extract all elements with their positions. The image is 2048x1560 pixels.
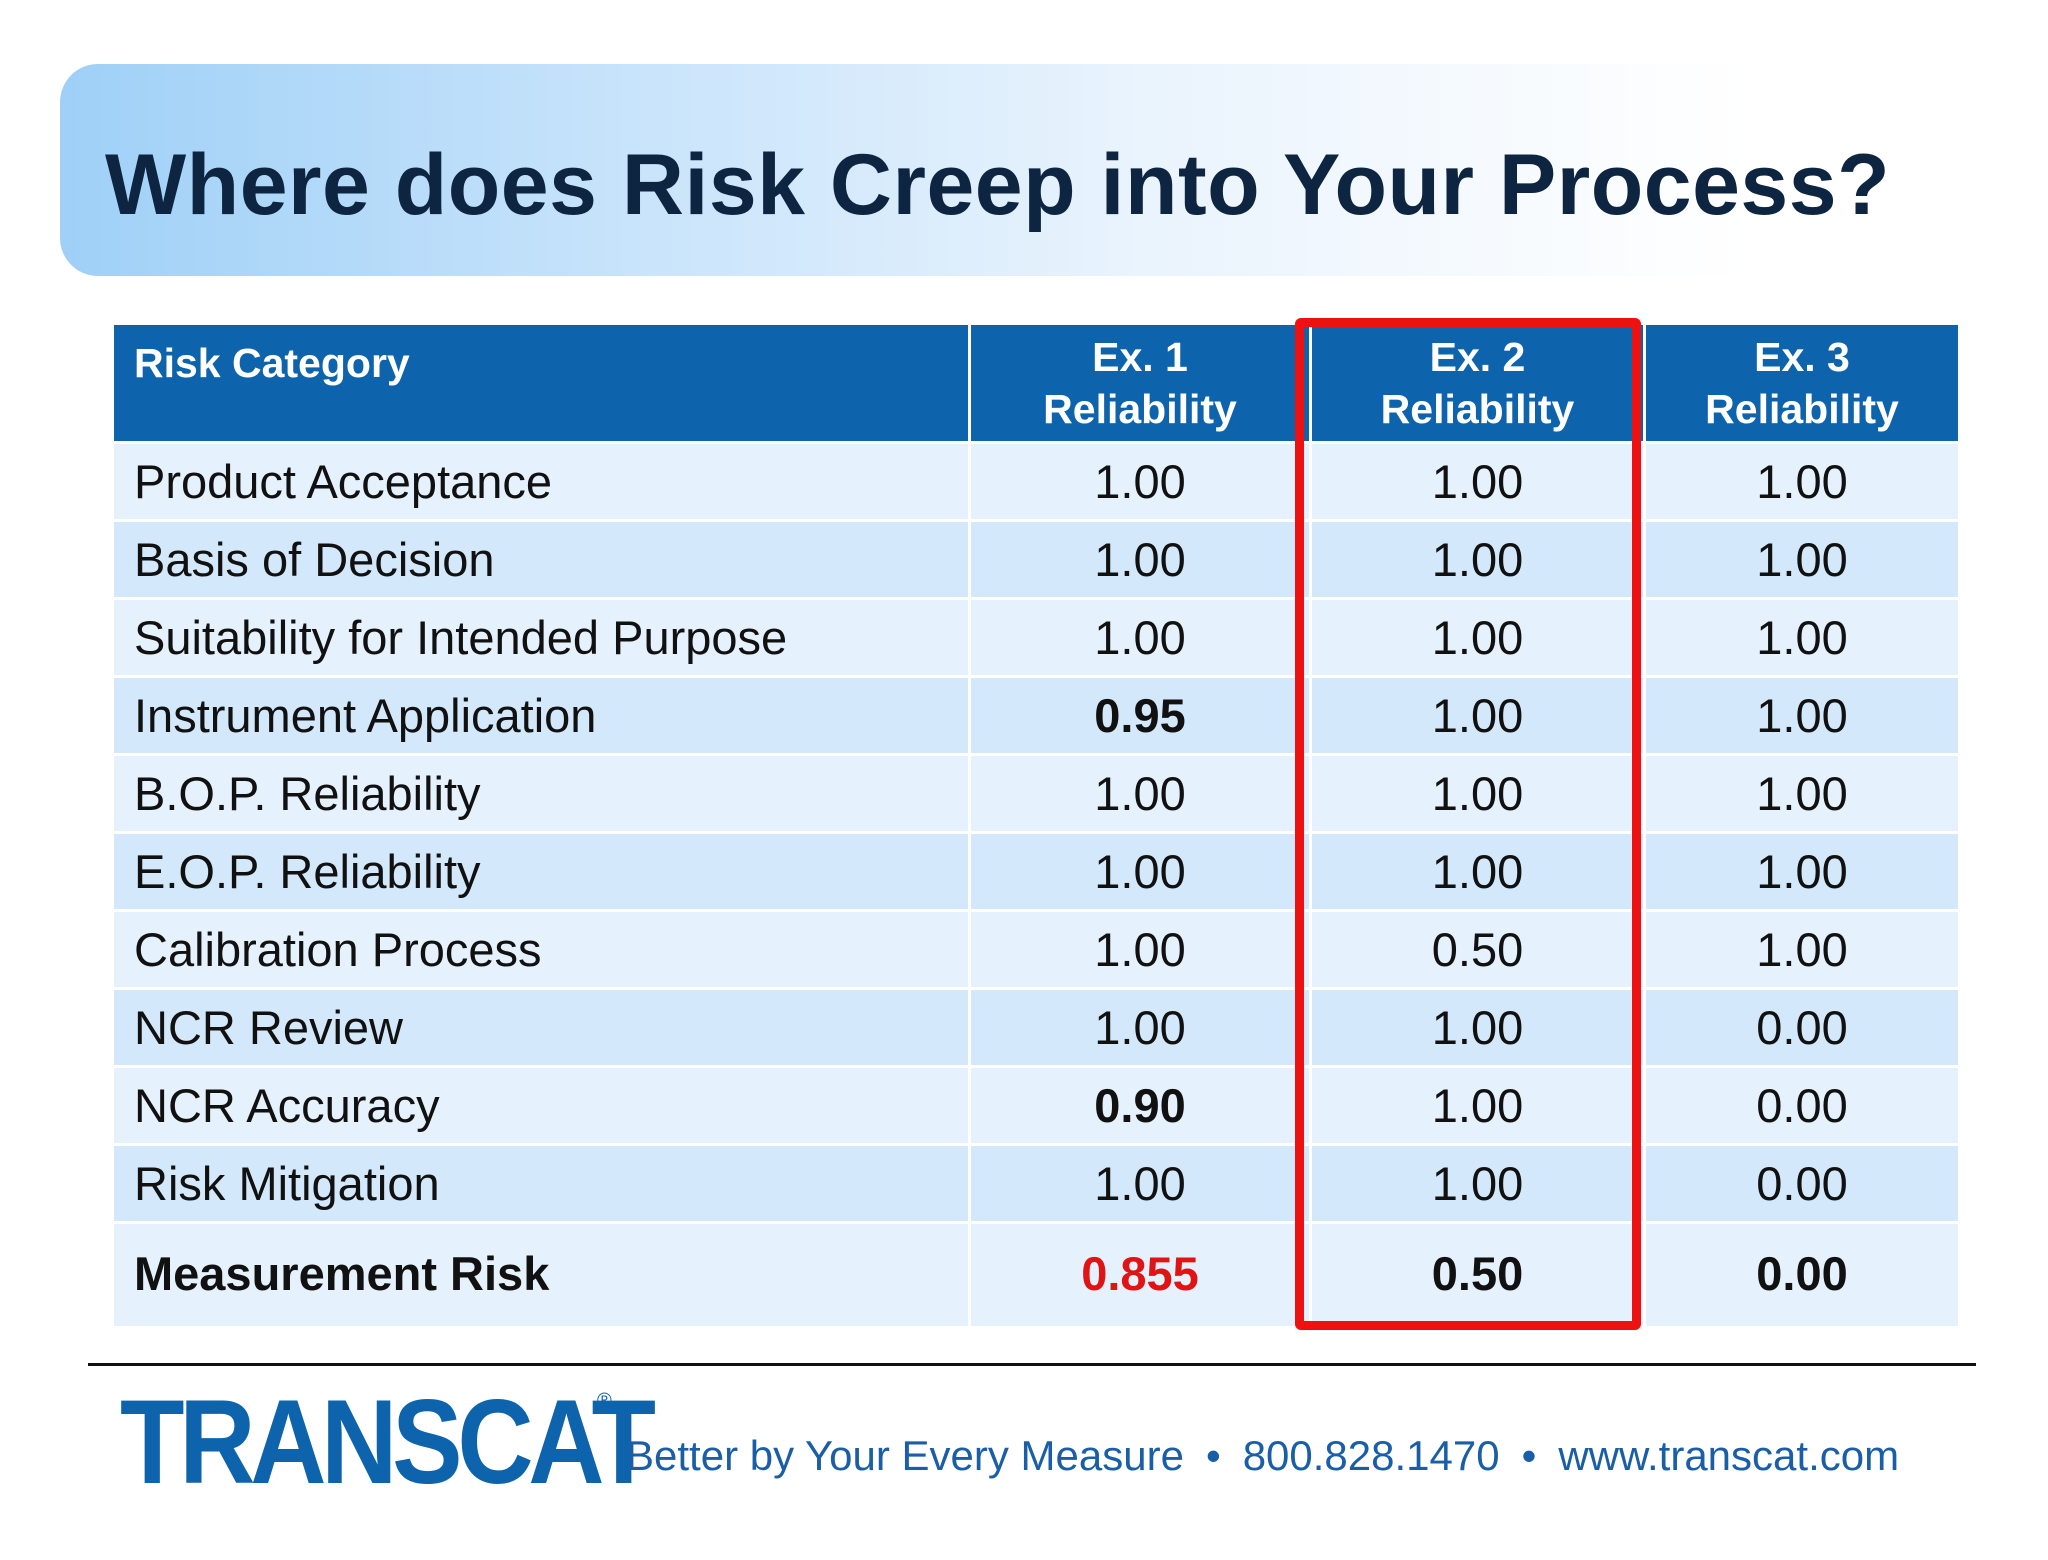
- row-ex1-value: 1.00: [971, 600, 1309, 675]
- row-ex2-value: 0.50: [1312, 912, 1643, 987]
- table-row: Risk Mitigation 1.00 1.00 0.00: [114, 1146, 1958, 1221]
- row-ex3-value: 1.00: [1646, 834, 1958, 909]
- header-ex3: Ex. 3 Reliability: [1646, 325, 1958, 441]
- row-category: Risk Mitigation: [114, 1146, 968, 1221]
- row-category: Calibration Process: [114, 912, 968, 987]
- row-ex1-value: 1.00: [971, 990, 1309, 1065]
- table-row: NCR Review 1.00 1.00 0.00: [114, 990, 1958, 1065]
- total-row: Measurement Risk 0.855 0.50 0.00: [114, 1224, 1958, 1326]
- transcat-logo: TRANSCAT: [120, 1375, 656, 1509]
- total-ex2-value: 0.50: [1312, 1224, 1643, 1326]
- footer-phone: 800.828.1470: [1242, 1432, 1500, 1479]
- table-row: Instrument Application 0.95 1.00 1.00: [114, 678, 1958, 753]
- footer-tagline: Better by Your Every Measure: [626, 1432, 1184, 1479]
- row-category: B.O.P. Reliability: [114, 756, 968, 831]
- table-row: Basis of Decision 1.00 1.00 1.00: [114, 522, 1958, 597]
- table-row: Suitability for Intended Purpose 1.00 1.…: [114, 600, 1958, 675]
- row-ex2-value: 1.00: [1312, 444, 1643, 519]
- row-category: E.O.P. Reliability: [114, 834, 968, 909]
- row-ex2-value: 1.00: [1312, 1146, 1643, 1221]
- table-row: NCR Accuracy 0.90 1.00 0.00: [114, 1068, 1958, 1143]
- row-ex1-value: 1.00: [971, 444, 1309, 519]
- row-category: Suitability for Intended Purpose: [114, 600, 968, 675]
- footer-divider: [88, 1363, 1976, 1366]
- registered-mark: ®: [597, 1390, 612, 1412]
- table-row: Calibration Process 1.00 0.50 1.00: [114, 912, 1958, 987]
- row-category: NCR Accuracy: [114, 1068, 968, 1143]
- header-ex2-line2: Reliability: [1380, 386, 1575, 432]
- row-ex2-value: 1.00: [1312, 990, 1643, 1065]
- footer-separator: •: [1205, 1432, 1221, 1479]
- header-ex1-line2: Reliability: [1043, 386, 1237, 432]
- row-category: Instrument Application: [114, 678, 968, 753]
- row-ex3-value: 1.00: [1646, 444, 1958, 519]
- row-ex3-value: 0.00: [1646, 1068, 1958, 1143]
- table-row: E.O.P. Reliability 1.00 1.00 1.00: [114, 834, 1958, 909]
- row-ex2-value: 1.00: [1312, 1068, 1643, 1143]
- row-ex1-value: 1.00: [971, 1146, 1309, 1221]
- row-ex2-value: 1.00: [1312, 522, 1643, 597]
- footer-tagline-bar: Better by Your Every Measure • 800.828.147…: [626, 1432, 1899, 1480]
- row-ex2-value: 1.00: [1312, 678, 1643, 753]
- row-ex3-value: 1.00: [1646, 756, 1958, 831]
- total-ex3-value: 0.00: [1646, 1224, 1958, 1326]
- row-ex3-value: 0.00: [1646, 1146, 1958, 1221]
- row-ex1-value: 1.00: [971, 912, 1309, 987]
- header-ex1-line1: Ex. 1: [1092, 334, 1188, 380]
- row-ex1-value: 1.00: [971, 522, 1309, 597]
- row-ex2-value: 1.00: [1312, 834, 1643, 909]
- row-ex2-value: 1.00: [1312, 600, 1643, 675]
- row-ex2-value: 1.00: [1312, 756, 1643, 831]
- header-ex3-line2: Reliability: [1705, 386, 1899, 432]
- row-ex3-value: 1.00: [1646, 522, 1958, 597]
- row-ex1-value: 0.95: [971, 678, 1309, 753]
- header-ex2: Ex. 2 Reliability: [1312, 325, 1643, 441]
- row-ex1-value: 1.00: [971, 756, 1309, 831]
- footer-separator: •: [1521, 1432, 1537, 1479]
- row-category: Basis of Decision: [114, 522, 968, 597]
- row-ex3-value: 1.00: [1646, 912, 1958, 987]
- header-ex1: Ex. 1 Reliability: [971, 325, 1309, 441]
- row-category: NCR Review: [114, 990, 968, 1065]
- slide-title: Where does Risk Creep into Your Process?: [105, 137, 1891, 233]
- total-category: Measurement Risk: [114, 1224, 968, 1326]
- risk-table: Risk Category Ex. 1 Reliability Ex. 2 Re…: [111, 322, 1961, 1329]
- row-category: Product Acceptance: [114, 444, 968, 519]
- row-ex3-value: 1.00: [1646, 678, 1958, 753]
- row-ex1-value: 1.00: [971, 834, 1309, 909]
- total-ex1-value: 0.855: [971, 1224, 1309, 1326]
- footer-website: www.transcat.com: [1558, 1432, 1900, 1479]
- header-risk-category: Risk Category: [114, 325, 968, 441]
- table-row: Product Acceptance 1.00 1.00 1.00: [114, 444, 1958, 519]
- row-ex3-value: 0.00: [1646, 990, 1958, 1065]
- header-ex2-line1: Ex. 2: [1429, 334, 1526, 380]
- table-row: B.O.P. Reliability 1.00 1.00 1.00: [114, 756, 1958, 831]
- row-ex1-value: 0.90: [971, 1068, 1309, 1143]
- title-banner: [60, 64, 2048, 276]
- table-header-row: Risk Category Ex. 1 Reliability Ex. 2 Re…: [114, 325, 1958, 441]
- row-ex3-value: 1.00: [1646, 600, 1958, 675]
- header-ex3-line1: Ex. 3: [1754, 334, 1850, 380]
